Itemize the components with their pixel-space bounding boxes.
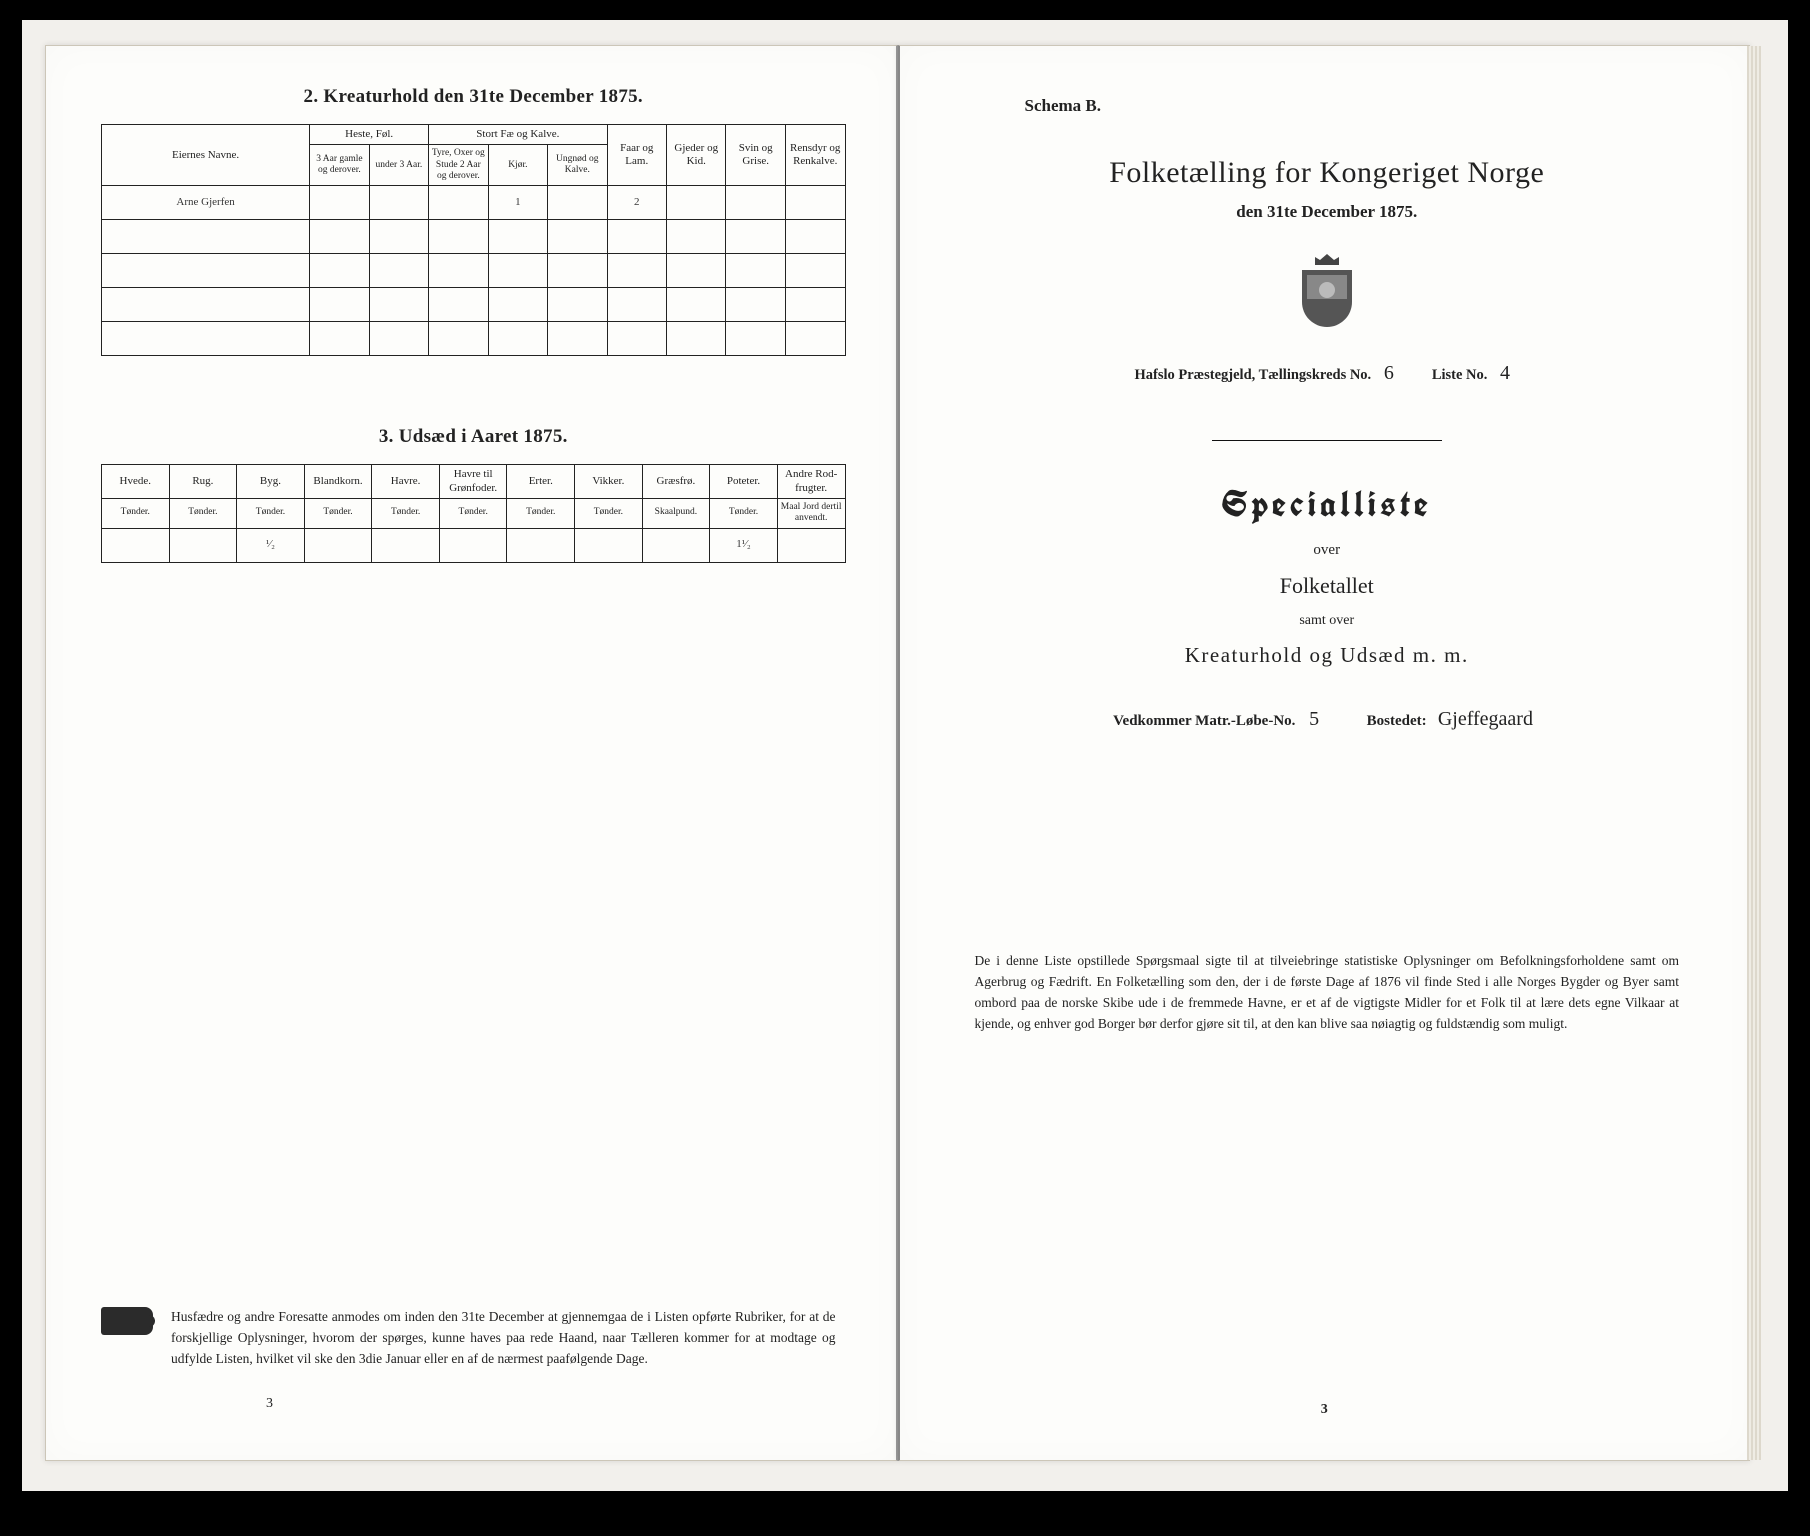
col-cattle-b: Kjør.	[488, 145, 547, 186]
col-horses: Heste, Føl.	[310, 125, 429, 145]
small-mark: 3	[266, 1396, 273, 1412]
property-line: Vedkommer Matr.-Løbe-No. 5 Bostedet: Gje…	[955, 708, 1700, 731]
col-cattle-a: Tyre, Oxer og Stude 2 Aar og derover.	[429, 145, 488, 186]
unit: Tønder.	[575, 498, 643, 528]
cell-poteter: 1¹⁄₂	[710, 528, 778, 562]
col-cattle: Stort Fæ og Kalve.	[429, 125, 607, 145]
samt-label: samt over	[955, 613, 1700, 629]
col-pigs: Svin og Grise.	[726, 125, 785, 186]
parish-line: Hafslo Præstegjeld, Tællingskreds No. 6 …	[955, 362, 1700, 385]
date-line: den 31te December 1875.	[955, 202, 1700, 222]
main-title: Folketælling for Kongeriget Norge	[955, 156, 1700, 190]
matr-no: 5	[1299, 708, 1329, 731]
unit: Tønder.	[372, 498, 440, 528]
unit: Tønder.	[439, 498, 507, 528]
unit: Tønder.	[237, 498, 305, 528]
pointing-hand-icon	[101, 1307, 153, 1335]
col-havre: Havre.	[372, 465, 440, 498]
unit: Tønder.	[710, 498, 778, 528]
coat-of-arms-icon	[1292, 252, 1362, 332]
table-row	[102, 322, 846, 356]
section2-title: 2. Kreaturhold den 31te December 1875.	[101, 86, 846, 108]
col-bland: Blandkorn.	[304, 465, 372, 498]
col-andre: Andre Rod-frugter.	[777, 465, 845, 498]
table-row: ¹⁄₂ 1¹⁄₂	[102, 528, 846, 562]
col-vikker: Vikker.	[575, 465, 643, 498]
table-row: Arne Gjerfen 1 2	[102, 186, 846, 220]
col-poteter: Poteter.	[710, 465, 778, 498]
col-goats: Gjeder og Kid.	[667, 125, 726, 186]
liste-label: Liste No.	[1432, 367, 1488, 383]
unit: Tønder.	[102, 498, 170, 528]
kreaturhold-table: Eiernes Navne. Heste, Føl. Stort Fæ og K…	[101, 124, 846, 356]
page-number: 3	[900, 1402, 1750, 1418]
col-owner: Eiernes Navne.	[102, 125, 310, 186]
col-cattle-c: Ungnød og Kalve.	[548, 145, 607, 186]
col-graes: Græsfrø.	[642, 465, 710, 498]
udsaed-table: Hvede. Rug. Byg. Blandkorn. Havre. Havre…	[101, 464, 846, 562]
col-havreg: Havre til Grønfoder.	[439, 465, 507, 498]
cell-kjor: 1	[488, 186, 547, 220]
folketallet-heading: Folketallet	[955, 573, 1700, 599]
table-row	[102, 288, 846, 322]
divider	[1212, 440, 1442, 441]
col-hvede: Hvede.	[102, 465, 170, 498]
subject-line: Kreaturhold og Udsæd m. m.	[955, 643, 1700, 668]
left-page: 2. Kreaturhold den 31te December 1875. E…	[45, 45, 898, 1461]
unit: Tønder.	[304, 498, 372, 528]
over-label: over	[955, 542, 1700, 559]
cell-byg: ¹⁄₂	[237, 528, 305, 562]
right-page: Schema B. Folketælling for Kongeriget No…	[898, 45, 1751, 1461]
unit: Skaalpund.	[642, 498, 710, 528]
col-reindeer: Rensdyr og Renkalve.	[785, 125, 845, 186]
table-row	[102, 254, 846, 288]
col-horses-a: 3 Aar gamle og derover.	[310, 145, 369, 186]
liste-no: 4	[1491, 362, 1519, 385]
footnote-text: Husfædre og andre Foresatte anmodes om i…	[171, 1307, 836, 1370]
unit: Tønder.	[169, 498, 237, 528]
col-horses-b: under 3 Aar.	[369, 145, 428, 186]
matr-label: Vedkommer Matr.-Løbe-No.	[1113, 713, 1295, 729]
kreds-no: 6	[1375, 362, 1403, 385]
specialliste-heading: Specialliste	[955, 481, 1700, 528]
unit: Tønder.	[507, 498, 575, 528]
book-spread: 2. Kreaturhold den 31te December 1875. E…	[45, 45, 1750, 1461]
section3-title: 3. Udsæd i Aaret 1875.	[101, 426, 846, 448]
col-rug: Rug.	[169, 465, 237, 498]
col-byg: Byg.	[237, 465, 305, 498]
bosted-name: Gjeffegaard	[1430, 708, 1540, 731]
schema-label: Schema B.	[1025, 96, 1700, 116]
footnote: Husfædre og andre Foresatte anmodes om i…	[101, 1307, 836, 1370]
bottom-paragraph: De i denne Liste opstillede Spørgsmaal s…	[955, 951, 1700, 1035]
unit: Maal Jord dertil anvendt.	[777, 498, 845, 528]
parish-label: Hafslo Præstegjeld, Tællingskreds No.	[1134, 367, 1371, 383]
bosted-label: Bostedet:	[1367, 713, 1427, 729]
col-sheep: Faar og Lam.	[607, 125, 666, 186]
table-row	[102, 220, 846, 254]
cell-sheep: 2	[607, 186, 666, 220]
col-erter: Erter.	[507, 465, 575, 498]
cell-owner: Arne Gjerfen	[102, 186, 310, 220]
